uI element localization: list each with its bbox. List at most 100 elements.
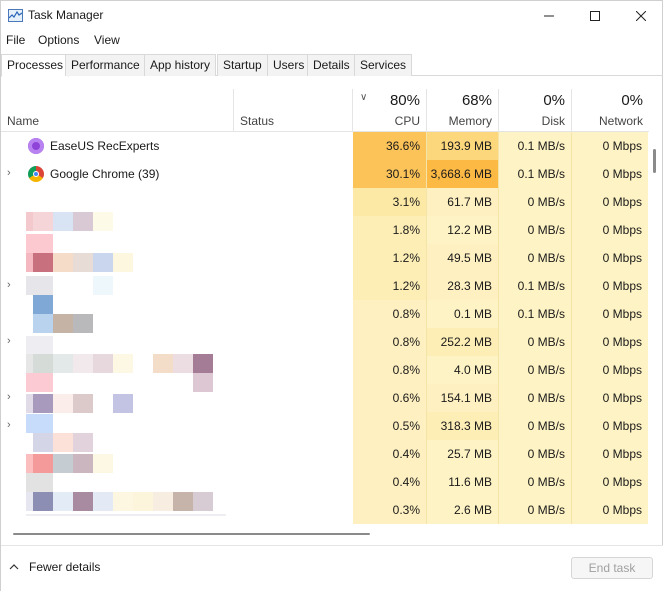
redacted-pixel (26, 454, 33, 473)
memory-value: 193.9 MB (427, 132, 499, 160)
process-name-cell-pixelated (1, 216, 231, 253)
network-value: 0 Mbps (572, 384, 648, 412)
disk-value: 0.1 MB/s (499, 272, 572, 300)
redacted-pixel (53, 454, 73, 473)
column-status[interactable]: Status (234, 89, 353, 132)
process-name-cell-pixelated (1, 354, 231, 392)
redacted-pixel (153, 354, 173, 373)
column-status-label: Status (240, 114, 275, 128)
minimize-button[interactable] (526, 1, 572, 31)
process-row[interactable]: › 1.2% 28.3 MB 0.1 MB/s 0 Mbps (1, 272, 649, 314)
end-task-button[interactable]: End task (571, 557, 653, 579)
process-name-cell-pixelated (1, 468, 231, 511)
redacted-pixel (53, 394, 73, 413)
process-name: Google Chrome (39) (50, 167, 160, 181)
maximize-button[interactable] (572, 1, 618, 31)
cpu-value: 0.4% (353, 468, 427, 496)
vertical-scroll-thumb[interactable] (653, 149, 656, 173)
redacted-pixel (33, 394, 53, 413)
memory-value: 25.7 MB (427, 440, 499, 468)
disk-value: 0 MB/s (499, 384, 572, 412)
easeus-icon (28, 138, 44, 154)
redacted-pixel (26, 373, 53, 392)
redacted-pixel (26, 394, 33, 413)
tab-performance[interactable]: Performance (65, 54, 146, 76)
process-row[interactable]: › Google Chrome (39) 30.1% 3,668.6 MB 0.… (1, 160, 649, 188)
network-value: 0 Mbps (572, 160, 648, 188)
column-network[interactable]: 0% Network (572, 89, 649, 132)
close-button[interactable] (618, 1, 663, 31)
process-name: EaseUS RecExperts (50, 139, 160, 153)
process-row[interactable]: › 0.5% 318.3 MB 0 MB/s 0 Mbps (1, 412, 649, 452)
process-name-cell-pixelated: › (1, 328, 231, 356)
process-row[interactable]: 1.8% 12.2 MB 0 MB/s 0 Mbps (1, 216, 649, 253)
network-value: 0 Mbps (572, 300, 648, 328)
tab-details[interactable]: Details (307, 54, 356, 76)
redacted-pixel (173, 354, 193, 373)
cpu-value: 3.1% (353, 188, 427, 216)
memory-value: 2.6 MB (427, 496, 499, 524)
vertical-scrollbar[interactable] (649, 132, 663, 525)
redacted-pixel (53, 314, 73, 333)
column-cpu[interactable]: ∨ 80% CPU (353, 89, 427, 132)
redacted-pixel (33, 354, 53, 373)
column-disk[interactable]: 0% Disk (499, 89, 572, 132)
network-value: 0 Mbps (572, 216, 648, 244)
process-row[interactable]: 1.2% 49.5 MB 0 MB/s 0 Mbps (1, 244, 649, 272)
redacted-pixel (33, 433, 53, 452)
disk-value: 0 MB/s (499, 496, 572, 524)
redacted-pixel (33, 314, 53, 333)
redacted-pixel (26, 514, 226, 516)
task-manager-icon (8, 9, 23, 22)
process-row[interactable]: › 0.8% 252.2 MB 0 MB/s 0 Mbps (1, 328, 649, 356)
process-row[interactable]: 0.3% 2.6 MB 0 MB/s 0 Mbps (1, 496, 649, 524)
redacted-pixel (33, 454, 53, 473)
redacted-pixel (26, 414, 53, 433)
process-name-cell-pixelated: › (1, 412, 231, 452)
redacted-pixel (93, 253, 113, 272)
process-row[interactable]: 3.1% 61.7 MB 0 MB/s 0 Mbps (1, 188, 649, 231)
memory-value: 61.7 MB (427, 188, 499, 216)
expand-chevron-icon[interactable]: › (7, 391, 11, 403)
redacted-pixel (26, 234, 53, 253)
expand-chevron-icon[interactable]: › (7, 335, 11, 347)
expand-chevron-icon[interactable]: › (7, 419, 11, 431)
menu-options[interactable]: Options (38, 33, 80, 47)
menu-view[interactable]: View (94, 33, 120, 47)
expand-chevron-icon[interactable]: › (7, 279, 11, 291)
tab-services[interactable]: Services (354, 54, 413, 76)
tab-startup[interactable]: Startup (217, 54, 268, 76)
process-row[interactable]: › 0.6% 154.1 MB 0 MB/s 0 Mbps (1, 384, 649, 413)
process-row[interactable]: 0.4% 11.6 MB 0 MB/s 0 Mbps (1, 468, 649, 511)
disk-value: 0 MB/s (499, 188, 572, 216)
redacted-pixel (73, 433, 93, 452)
column-name[interactable]: Name (1, 89, 234, 132)
process-row[interactable]: 0.4% 25.7 MB 0 MB/s 0 Mbps (1, 440, 649, 473)
network-label: Network (598, 114, 643, 128)
memory-value: 318.3 MB (427, 412, 499, 440)
menu-file[interactable]: File (6, 33, 26, 47)
process-row[interactable]: EaseUS RecExperts 36.6% 193.9 MB 0.1 MB/… (1, 132, 649, 160)
horizontal-scroll-thumb[interactable] (13, 533, 370, 535)
cpu-label: CPU (394, 114, 420, 128)
cpu-value: 1.2% (353, 272, 427, 300)
disk-value: 0.1 MB/s (499, 132, 572, 160)
tab-app-history[interactable]: App history (144, 54, 217, 76)
disk-value: 0 MB/s (499, 244, 572, 272)
tab-processes[interactable]: Processes (1, 54, 70, 77)
fewer-details-button[interactable]: Fewer details (9, 560, 100, 574)
process-row[interactable]: 0.8% 4.0 MB 0 MB/s 0 Mbps (1, 354, 649, 392)
disk-value: 0 MB/s (499, 328, 572, 356)
column-memory[interactable]: 68% Memory (427, 89, 499, 132)
expand-chevron-icon[interactable]: › (7, 167, 11, 179)
redacted-pixel (133, 492, 153, 511)
process-name-cell-pixelated (1, 300, 231, 333)
redacted-pixel (73, 354, 93, 373)
fewer-details-label: Fewer details (29, 560, 101, 574)
memory-value: 28.3 MB (427, 272, 499, 300)
network-value: 0 Mbps (572, 496, 648, 524)
tab-users[interactable]: Users (267, 54, 311, 76)
redacted-pixel (53, 253, 73, 272)
horizontal-scrollbar[interactable] (1, 525, 649, 539)
process-row[interactable]: 0.8% 0.1 MB 0.1 MB/s 0 Mbps (1, 300, 649, 333)
